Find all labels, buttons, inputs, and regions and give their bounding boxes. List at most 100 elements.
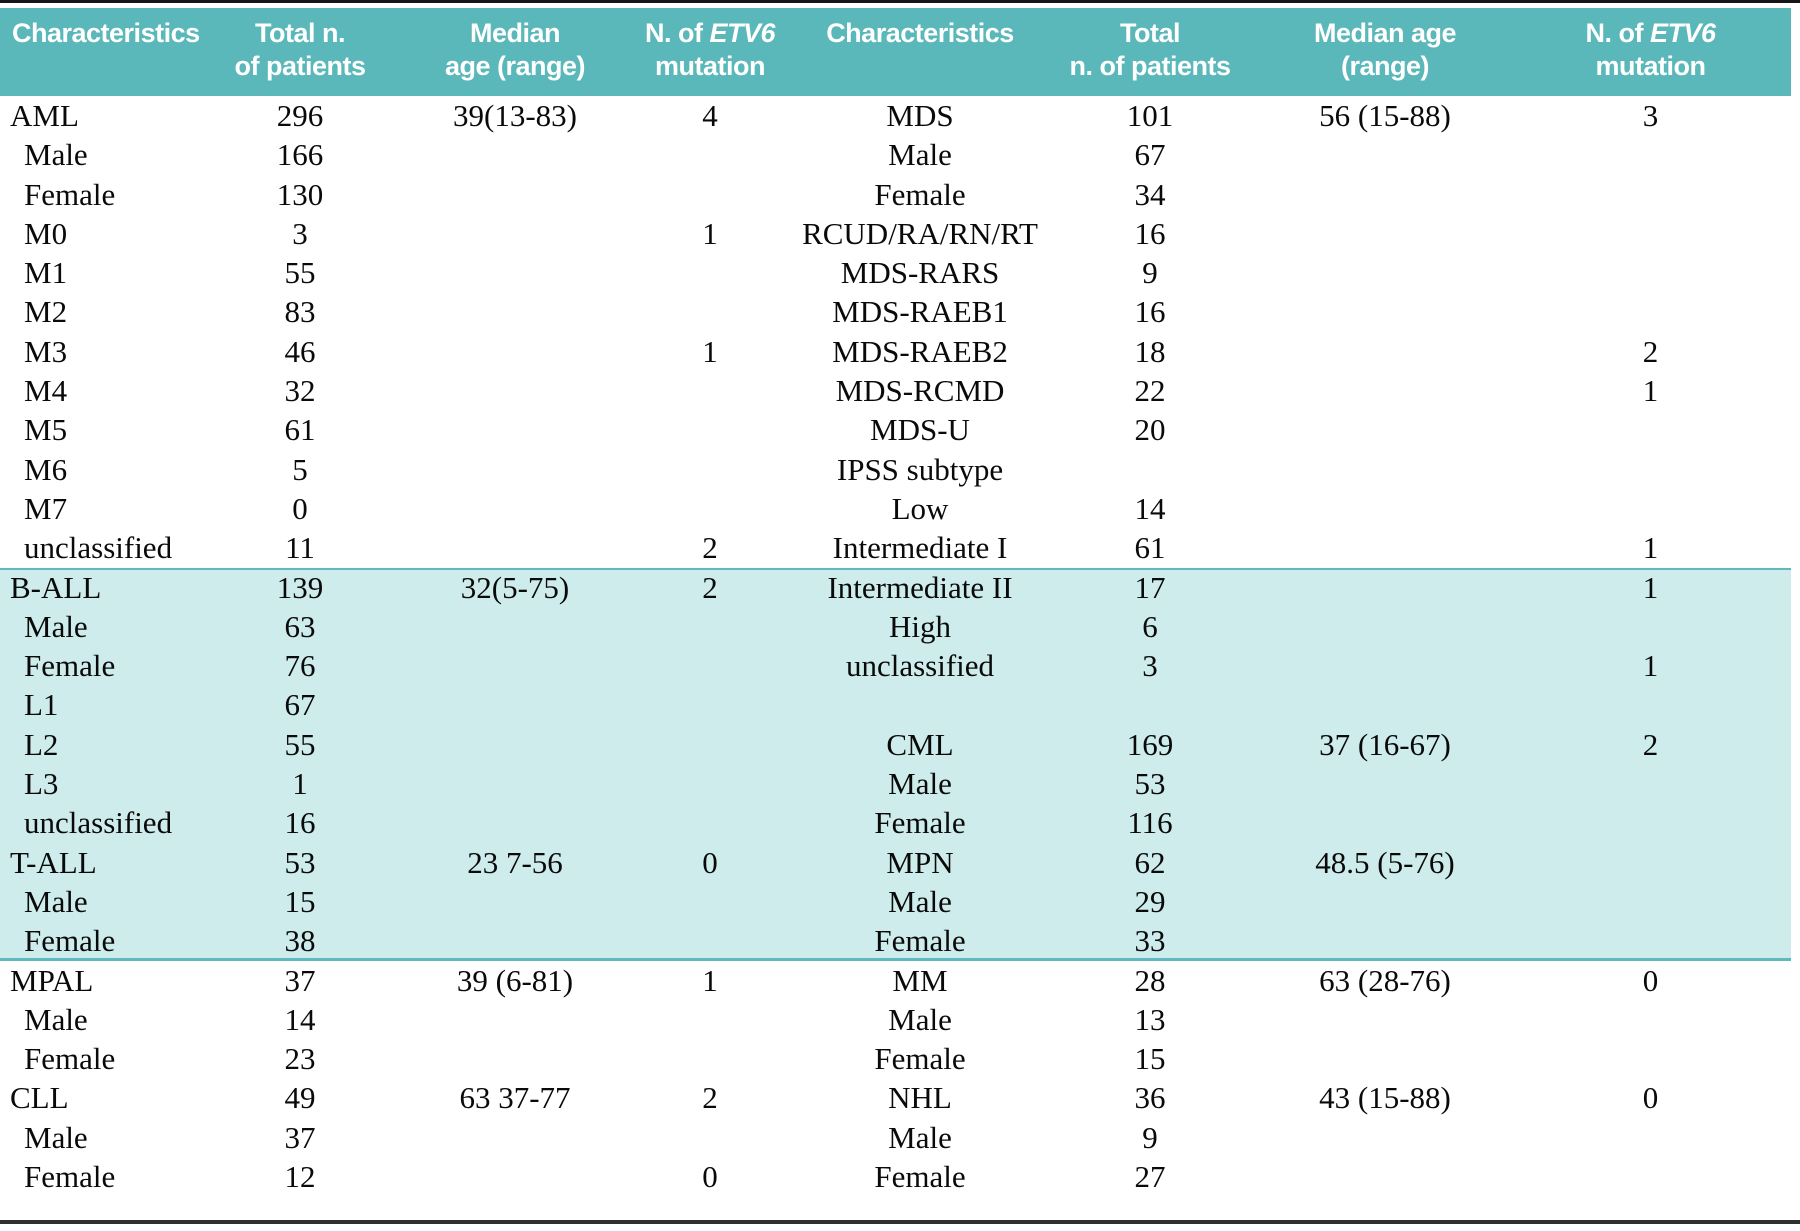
value-cell: 36 xyxy=(1134,1080,1166,1116)
value-cell: 55 xyxy=(284,726,316,762)
value-cell xyxy=(410,489,620,528)
characteristic-cell: M6 xyxy=(24,451,68,487)
value-cell xyxy=(410,410,620,449)
value-cell: 67 xyxy=(284,687,316,723)
value-cell xyxy=(1260,1118,1510,1157)
value-cell: 2 xyxy=(702,569,718,605)
value-cell: 23 7-56 xyxy=(467,844,563,880)
table-row: unclassified 11 2 Intermediate I 61 1 xyxy=(0,528,1791,567)
characteristic-cell: Male xyxy=(24,608,88,644)
value-cell xyxy=(620,607,800,646)
characteristic-cell: M3 xyxy=(24,333,68,369)
value-cell xyxy=(620,135,800,174)
characteristic-cell: CLL xyxy=(10,1080,69,1116)
value-cell xyxy=(410,882,620,921)
value-cell: 13 xyxy=(1134,1001,1166,1037)
value-cell: 48.5 (5-76) xyxy=(1315,844,1455,880)
value-cell: 0 xyxy=(1642,1080,1659,1116)
value-cell: 16 xyxy=(284,805,316,841)
table-bottom-rule xyxy=(0,1220,1800,1225)
value-cell: 14 xyxy=(284,1001,316,1037)
table-row: L2 55 CML 169 37 (16-67) 2 xyxy=(0,724,1791,765)
value-cell: 1 xyxy=(702,215,718,251)
value-cell: 22 xyxy=(1134,373,1166,409)
value-cell xyxy=(1260,1039,1510,1078)
column-header-characteristics-right: Characteristics xyxy=(800,8,1040,96)
value-cell: 33 xyxy=(1134,923,1166,959)
value-cell: 0 xyxy=(702,844,718,880)
characteristic-cell: MDS-RAEB1 xyxy=(832,294,1008,330)
header-line: (range) xyxy=(1340,51,1430,81)
value-cell: 130 xyxy=(276,176,324,212)
value-cell: 17 xyxy=(1134,569,1166,605)
characteristic-cell: MM xyxy=(892,962,948,998)
value-cell xyxy=(410,1157,620,1196)
characteristic-cell: Female xyxy=(874,1041,966,1077)
characteristic-cell: Male xyxy=(888,1119,952,1155)
value-cell: 6 xyxy=(1142,608,1158,644)
value-cell: 37 xyxy=(284,1119,316,1155)
value-cell xyxy=(410,1000,620,1039)
value-cell xyxy=(1260,568,1510,607)
header-line: Median age xyxy=(1313,18,1457,48)
table-row: Female 12 0 Female 27 xyxy=(0,1157,1791,1196)
value-cell: 12 xyxy=(284,1159,316,1195)
header-line: Characteristics xyxy=(12,18,200,48)
characteristic-cell: T-ALL xyxy=(10,844,97,880)
value-cell: 1 xyxy=(702,962,718,998)
characteristic-cell: Male xyxy=(888,766,952,802)
value-cell xyxy=(620,1039,800,1078)
characteristic-cell: MDS-RARS xyxy=(840,255,1000,291)
value-cell: 32(5-75) xyxy=(460,569,570,605)
value-cell: 296 xyxy=(276,98,324,133)
value-cell xyxy=(620,371,800,410)
characteristic-cell: MPAL xyxy=(10,962,94,998)
characteristic-cell: High xyxy=(889,608,951,644)
characteristic-cell: MDS-U xyxy=(870,412,970,448)
table-row: Male 63 High 6 xyxy=(0,606,1791,647)
value-cell: 62 xyxy=(1134,844,1166,880)
value-cell xyxy=(1260,882,1510,921)
value-cell xyxy=(620,725,800,764)
value-cell xyxy=(410,725,620,764)
value-cell: 2 xyxy=(1642,333,1659,369)
header-text: N. of xyxy=(644,18,710,48)
value-cell: 2 xyxy=(1642,726,1659,762)
value-cell: 4 xyxy=(702,98,718,133)
column-header-etv6-left: N. of ETV6 mutation xyxy=(620,8,800,96)
table-header-row: Characteristics Total n. of patients Med… xyxy=(0,8,1791,96)
value-cell: 1 xyxy=(1642,530,1659,566)
value-cell: 101 xyxy=(1126,98,1174,133)
characteristic-cell: MDS-RAEB2 xyxy=(832,333,1008,369)
value-cell: 15 xyxy=(284,883,316,919)
value-cell xyxy=(1510,450,1791,489)
table-row: L1 67 xyxy=(0,685,1791,725)
value-cell xyxy=(410,450,620,489)
characteristic-cell: Male xyxy=(888,883,952,919)
value-cell: 1 xyxy=(1642,569,1659,605)
value-cell: 2 xyxy=(702,1080,718,1116)
etv6-gene-symbol: ETV6 xyxy=(1649,18,1716,48)
value-cell: 20 xyxy=(1134,412,1166,448)
value-cell: 0 xyxy=(1642,962,1659,998)
value-cell: 63 (28-76) xyxy=(1319,962,1451,998)
value-cell xyxy=(1260,332,1510,371)
value-cell xyxy=(1510,685,1791,724)
column-header-total-left: Total n. of patients xyxy=(190,8,410,96)
value-cell xyxy=(1040,685,1260,724)
patient-characteristics-table: Characteristics Total n. of patients Med… xyxy=(0,8,1791,1196)
table-row: Male 15 Male 29 xyxy=(0,881,1791,922)
value-cell: 67 xyxy=(1134,137,1166,173)
table-row: Female 38 Female 33 xyxy=(0,921,1791,961)
table-row: M7 0 Low 14 xyxy=(0,489,1791,528)
column-header-median-age-left: Median age (range) xyxy=(410,8,620,96)
characteristic-cell: Female xyxy=(24,1159,116,1195)
characteristic-cell: L1 xyxy=(24,687,59,723)
table-row: Male 14 Male 13 xyxy=(0,1000,1791,1039)
table-row: CLL 49 63 37-77 2 NHL 36 43 (15-88) 0 xyxy=(0,1078,1791,1117)
value-cell xyxy=(1510,292,1791,331)
value-cell xyxy=(1040,450,1260,489)
value-cell xyxy=(620,803,800,842)
characteristic-cell: M4 xyxy=(24,373,68,409)
